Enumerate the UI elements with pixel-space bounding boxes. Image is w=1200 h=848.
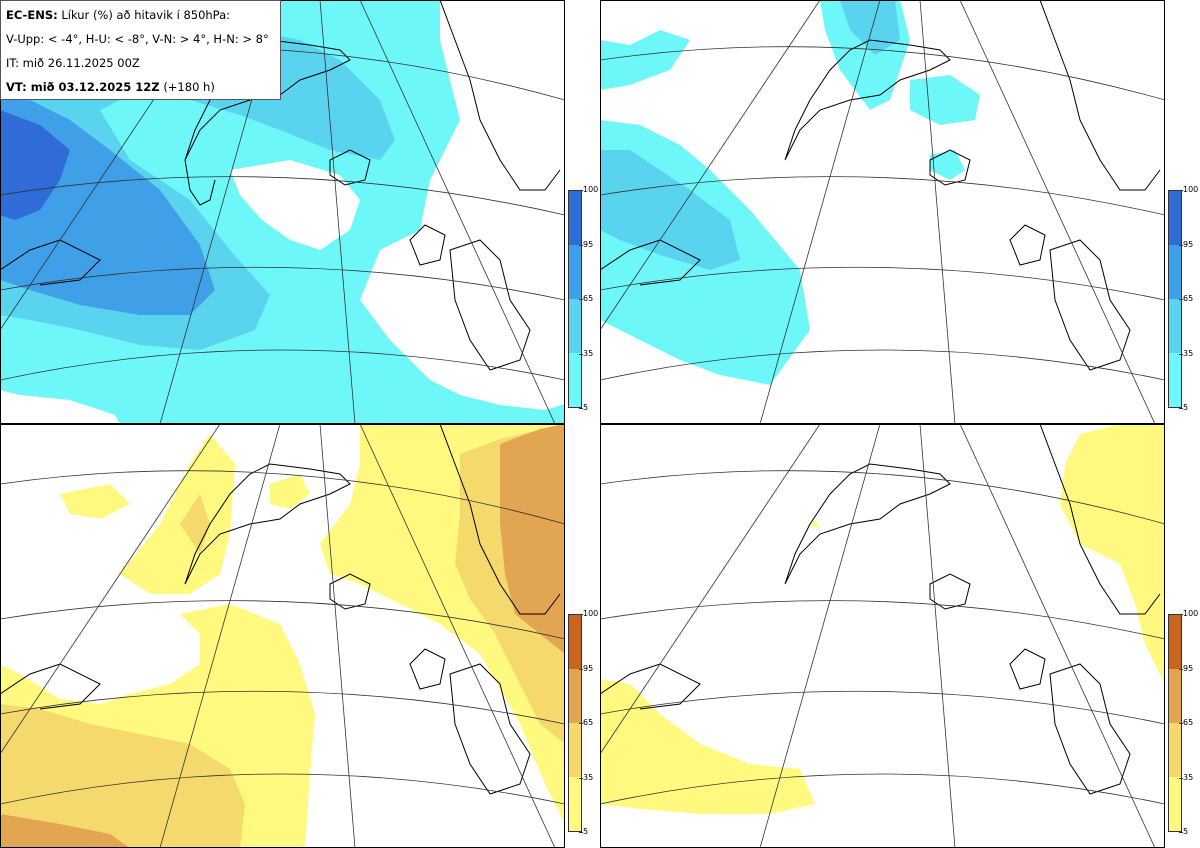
- coastlines: [600, 0, 1161, 371]
- colorbar-tick-label: 95: [583, 663, 594, 673]
- colorbar-swatch: [569, 669, 581, 723]
- colorbar-tick: [1179, 299, 1183, 300]
- colorbar-tick-label: 5: [583, 403, 589, 412]
- colorbar-tick-label: 5: [583, 827, 589, 836]
- coastlines: [600, 424, 1161, 795]
- colorbar-tick-label: 35: [1183, 348, 1194, 358]
- colorbar-swatch: [1169, 615, 1181, 669]
- colorbar-tick-label: 5: [1183, 827, 1189, 836]
- colorbar-tick: [1179, 777, 1183, 779]
- colorbar-tick: [1179, 408, 1183, 409]
- colorbar-tick-label: 65: [1183, 718, 1194, 727]
- colorbar-tick: [579, 353, 583, 355]
- init-time-label: IT: mið 26.11.2025 00Z: [6, 56, 140, 70]
- colorbar-swatch: [1169, 245, 1181, 299]
- colorbar-tick: [579, 190, 583, 191]
- colorbar-swatch: [1169, 353, 1181, 407]
- colorbar-tick-label: 100: [583, 185, 599, 194]
- colorbar-swatches: [568, 614, 582, 832]
- map-panel-cold-8: [600, 0, 1165, 424]
- description-label: Líkur (%) að hitavik í 850hPa:: [61, 8, 231, 22]
- colorbar-tick-label: 65: [583, 718, 594, 727]
- colorbar-tick: [1179, 832, 1183, 833]
- colorbar-tick-label: 95: [1183, 663, 1194, 673]
- graticule: [0, 424, 565, 848]
- colorbar-tick-label: 35: [583, 772, 594, 782]
- title-box: EC-ENS: Líkur (%) að hitavik í 850hPa: V…: [0, 0, 281, 100]
- colorbar-swatch: [569, 723, 581, 777]
- map-svg: [0, 424, 565, 848]
- colorbar-swatches: [568, 190, 582, 408]
- colorbar-swatch: [569, 777, 581, 831]
- probability-fill: [600, 424, 1165, 814]
- map-svg: [0, 0, 565, 424]
- coastlines: [0, 424, 561, 795]
- map-panel-warm-4: [0, 424, 565, 848]
- colorbar-swatch: [1169, 723, 1181, 777]
- colorbar-tick-label: 65: [583, 294, 594, 303]
- colorbar-tick: [579, 614, 583, 615]
- product-label: EC-ENS:: [6, 8, 58, 22]
- colorbar-yellow: 5 35 65 95 100: [568, 608, 598, 840]
- colorbar-tick-label: 100: [583, 609, 599, 618]
- colorbar-tick-label: 65: [1183, 294, 1194, 303]
- map-panel-warm-8: [600, 424, 1165, 848]
- colorbar-tick: [579, 777, 583, 779]
- colorbar-swatch: [1169, 669, 1181, 723]
- colorbar-tick-label: 5: [1183, 403, 1189, 412]
- colorbar-swatch: [569, 353, 581, 407]
- colorbar-tick-label: 35: [583, 348, 594, 358]
- colorbar-swatches: [1168, 190, 1182, 408]
- map-panel-cold-4: [0, 0, 565, 424]
- coastlines: [0, 0, 561, 371]
- colorbar-tick: [1179, 614, 1183, 615]
- colorbar-blue: 5 35 65 95 100: [568, 184, 598, 416]
- colorbar-swatch: [1169, 191, 1181, 245]
- colorbar-tick: [579, 723, 583, 724]
- colorbar-swatch: [1169, 299, 1181, 353]
- colorbar-tick-label: 100: [1183, 185, 1199, 194]
- colorbar-tick: [579, 408, 583, 409]
- colorbar-yellow: 5 35 65 95 100: [1168, 608, 1198, 840]
- probability-fill: [0, 424, 565, 848]
- colorbar-tick: [1179, 190, 1183, 191]
- graticule: [600, 0, 1165, 424]
- colorbar-swatch: [1169, 777, 1181, 831]
- colorbar-tick: [1179, 723, 1183, 724]
- lead-time-label: (+180 h): [163, 80, 215, 94]
- probability-fill: [600, 0, 980, 385]
- colorbar-tick: [579, 244, 583, 246]
- valid-time-label: VT: mið 03.12.2025 12Z: [6, 80, 160, 94]
- colorbar-swatch: [569, 615, 581, 669]
- colorbar-tick: [1179, 353, 1183, 355]
- colorbar-tick: [1179, 668, 1183, 670]
- graticule: [600, 424, 1165, 848]
- colorbar-tick-label: 95: [583, 239, 594, 249]
- colorbar-tick-label: 35: [1183, 772, 1194, 782]
- colorbar-tick: [579, 832, 583, 833]
- colorbar-blue: 5 35 65 95 100: [1168, 184, 1198, 416]
- map-svg: [600, 424, 1165, 848]
- colorbar-tick-label: 100: [1183, 609, 1199, 618]
- map-svg: [600, 0, 1165, 424]
- colorbar-tick: [579, 668, 583, 670]
- colorbar-tick: [1179, 244, 1183, 246]
- colorbar-swatch: [569, 299, 581, 353]
- colorbar-swatch: [569, 191, 581, 245]
- colorbar-swatch: [569, 245, 581, 299]
- colorbar-tick-label: 95: [1183, 239, 1194, 249]
- colorbar-tick: [579, 299, 583, 300]
- probability-fill: [0, 0, 565, 424]
- criteria-label: V-Upp: < -4°, H-U: < -8°, V-N: > 4°, H-N…: [6, 32, 269, 46]
